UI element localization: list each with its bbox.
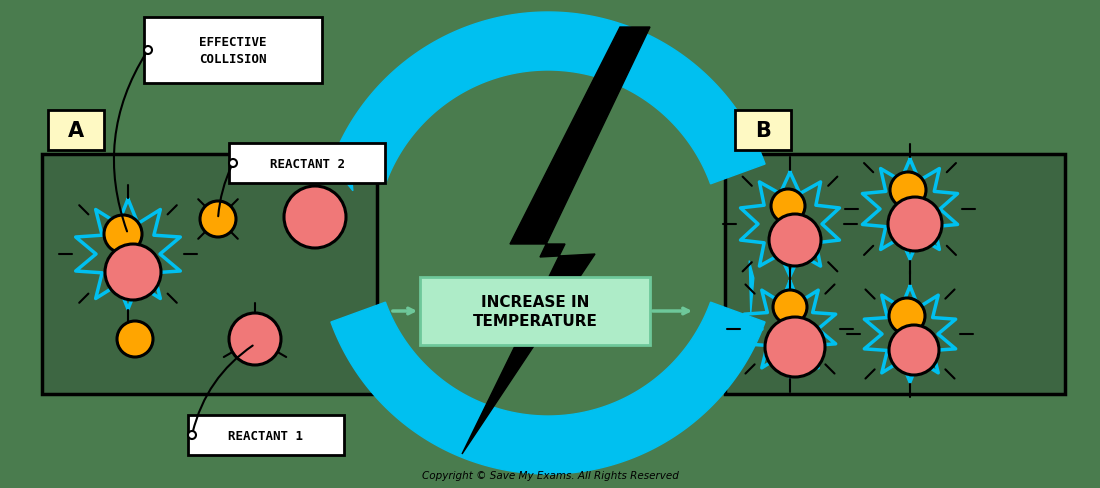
Circle shape: [764, 317, 825, 377]
Polygon shape: [339, 141, 353, 191]
FancyBboxPatch shape: [735, 111, 791, 151]
Circle shape: [200, 202, 236, 238]
Polygon shape: [331, 303, 766, 474]
Text: A: A: [68, 121, 84, 141]
Polygon shape: [462, 28, 650, 454]
Text: Copyright © Save My Exams. All Rights Reserved: Copyright © Save My Exams. All Rights Re…: [421, 470, 679, 480]
FancyBboxPatch shape: [188, 415, 344, 455]
Text: REACTANT 1: REACTANT 1: [229, 428, 304, 442]
Circle shape: [117, 321, 153, 357]
FancyBboxPatch shape: [48, 111, 104, 151]
FancyBboxPatch shape: [144, 18, 322, 84]
Circle shape: [771, 190, 805, 224]
Circle shape: [889, 325, 939, 375]
Circle shape: [229, 313, 280, 365]
Circle shape: [769, 215, 821, 266]
Circle shape: [188, 431, 196, 439]
Circle shape: [888, 198, 942, 251]
Circle shape: [773, 290, 807, 325]
Polygon shape: [331, 13, 766, 184]
FancyBboxPatch shape: [229, 143, 385, 183]
Circle shape: [890, 173, 926, 208]
Text: REACTANT 2: REACTANT 2: [270, 157, 344, 170]
Circle shape: [144, 47, 152, 55]
Text: EFFECTIVE
COLLISION: EFFECTIVE COLLISION: [199, 36, 266, 66]
Circle shape: [104, 244, 161, 301]
Circle shape: [229, 160, 236, 168]
Text: B: B: [755, 121, 771, 141]
Text: INCREASE IN
TEMPERATURE: INCREASE IN TEMPERATURE: [473, 295, 597, 328]
FancyBboxPatch shape: [420, 278, 650, 346]
Bar: [725, 155, 1065, 394]
Circle shape: [889, 298, 925, 334]
Bar: [42, 155, 377, 394]
Circle shape: [104, 216, 142, 253]
Polygon shape: [749, 261, 754, 313]
Circle shape: [284, 186, 346, 248]
